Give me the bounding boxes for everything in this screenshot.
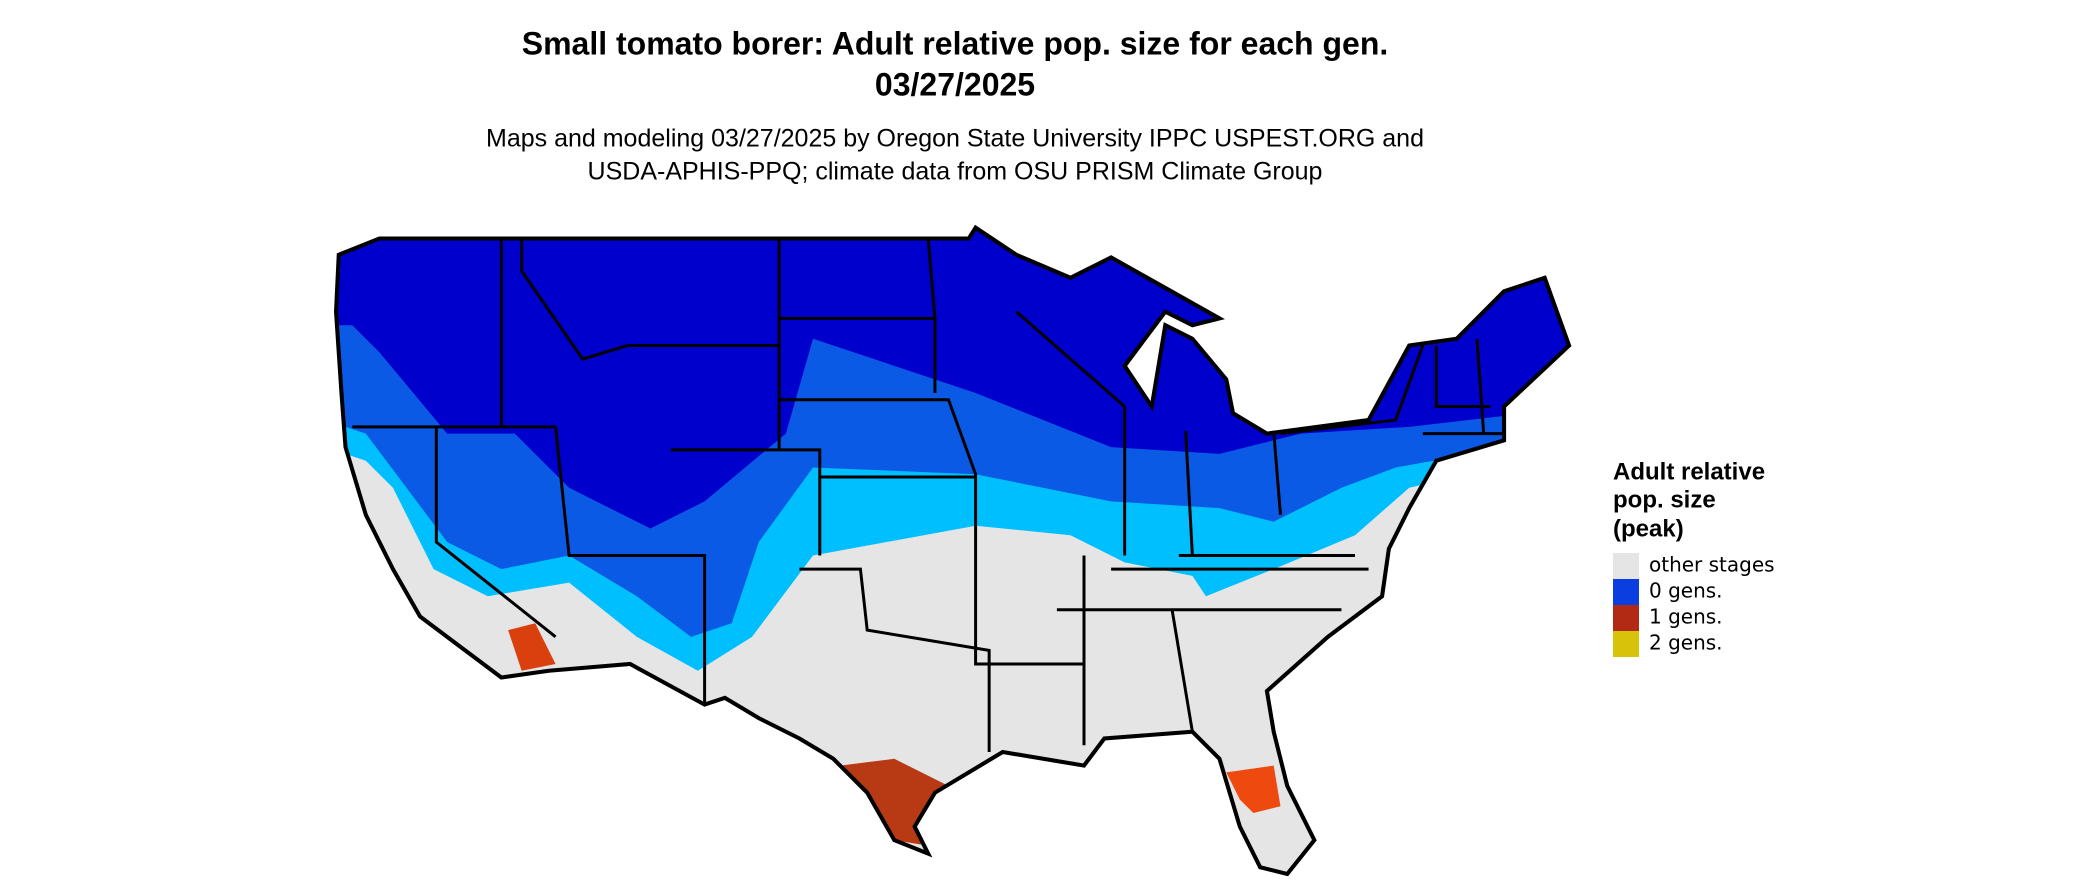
subtitle: Maps and modeling 03/27/2025 by Oregon S… — [486, 125, 1424, 153]
legend-label: 1 gens. — [1649, 605, 1723, 629]
legend-title: (peak) — [1613, 515, 1684, 542]
legend-title: Adult relative — [1613, 458, 1765, 485]
legend-label: 2 gens. — [1649, 631, 1723, 655]
us-map — [325, 217, 1585, 892]
zone-red-california — [508, 623, 556, 671]
legend-swatch — [1613, 631, 1639, 657]
legend: Adult relative pop. size (peak) other st… — [1613, 458, 1775, 657]
legend-swatch — [1613, 553, 1639, 579]
title-date: 03/27/2025 — [875, 66, 1035, 102]
title: Small tomato borer: Adult relative pop. … — [522, 25, 1389, 61]
state-borders — [352, 238, 1505, 753]
zone-red-florida — [1226, 765, 1281, 813]
legend-title: pop. size — [1613, 486, 1716, 513]
legend-swatch — [1613, 605, 1639, 631]
legend-label: other stages — [1649, 553, 1775, 577]
legend-swatch — [1613, 579, 1639, 605]
subtitle: USDA-APHIS-PPQ; climate data from OSU PR… — [588, 158, 1323, 186]
legend-label: 0 gens. — [1649, 579, 1723, 603]
